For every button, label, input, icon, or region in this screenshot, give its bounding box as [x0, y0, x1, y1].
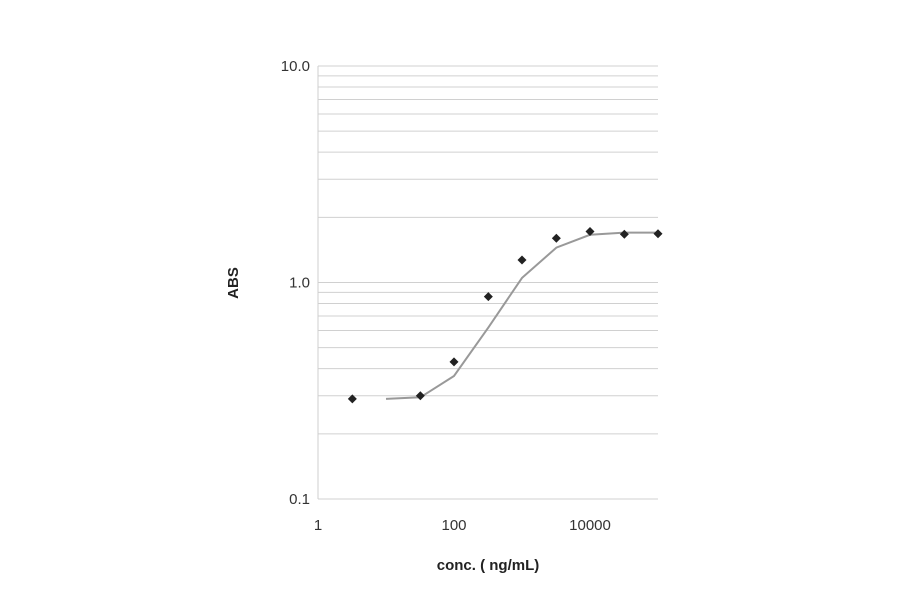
data-point — [449, 357, 459, 367]
x-axis-title: conc. ( ng/mL) — [437, 557, 540, 574]
data-points — [347, 227, 663, 404]
y-tick-label: 0.1 — [289, 491, 310, 508]
data-point — [415, 391, 425, 401]
y-tick-labels: 0.1 1.0 10.0 — [281, 58, 310, 508]
y-axis-title: ABS — [225, 267, 242, 299]
x-tick-labels: 1 100 10000 — [314, 517, 611, 534]
data-point — [347, 394, 357, 404]
y-tick-label: 1.0 — [289, 275, 310, 292]
x-tick-label: 10000 — [569, 517, 611, 534]
data-point — [483, 292, 493, 302]
x-tick-label: 1 — [314, 517, 322, 534]
x-tick-label: 100 — [441, 517, 466, 534]
gridlines — [318, 65, 658, 500]
data-point — [551, 233, 561, 243]
data-point — [585, 227, 595, 237]
y-tick-label: 10.0 — [281, 58, 310, 75]
data-point — [653, 229, 663, 239]
fit-line — [385, 231, 658, 400]
fit-curve — [385, 231, 658, 400]
data-point — [619, 229, 629, 239]
data-point — [517, 255, 527, 265]
